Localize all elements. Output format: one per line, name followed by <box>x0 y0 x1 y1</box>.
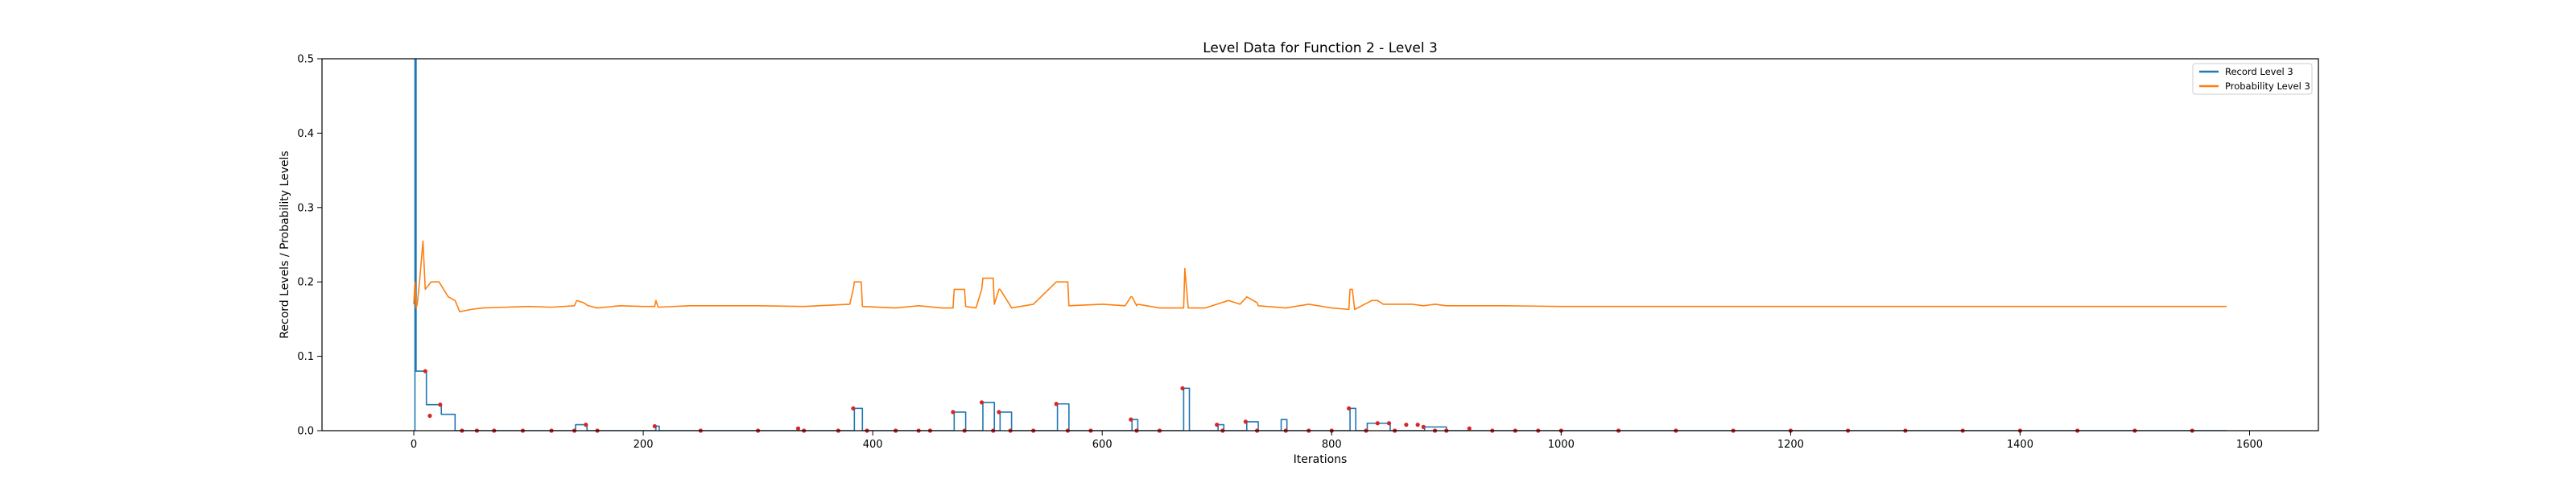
x-tick-label: 800 <box>1322 439 1342 451</box>
plot-frame <box>321 58 2319 431</box>
y-tick-label: 0.0 <box>297 426 314 438</box>
record-marker <box>438 402 443 407</box>
series-layer <box>413 59 2227 431</box>
record-marker <box>1375 421 1380 426</box>
record-marker <box>1054 402 1059 407</box>
chart-title: Level Data for Function 2 - Level 3 <box>1203 40 1438 56</box>
legend-label-probability: Probability Level 3 <box>2225 80 2310 92</box>
series-line-probability-level-3 <box>413 240 2227 312</box>
y-axis: 0.0 0.1 0.2 0.3 0.4 0.5 <box>297 54 322 438</box>
record-marker <box>1386 421 1392 426</box>
record-marker <box>1180 386 1185 390</box>
legend: Record Level 3 Probability Level 3 <box>2192 63 2313 95</box>
y-tick-label: 0.5 <box>297 54 314 66</box>
x-tick-label: 600 <box>1092 439 1113 451</box>
x-axis-label: Iterations <box>1294 453 1348 466</box>
legend-box <box>2192 63 2313 95</box>
record-marker <box>1129 417 1133 422</box>
y-axis-label: Record Levels / Probability Levels <box>279 151 291 338</box>
record-marker <box>1215 423 1220 427</box>
record-marker <box>997 410 1001 415</box>
record-marker <box>652 423 657 429</box>
x-tick-label: 1200 <box>1777 439 1804 451</box>
x-tick-label: 1600 <box>2236 439 2263 451</box>
x-tick-label: 1000 <box>1548 439 1575 451</box>
plot-area <box>321 58 2319 433</box>
x-tick-label: 0 <box>411 439 417 451</box>
record-marker <box>423 369 427 374</box>
record-marker <box>1415 423 1420 427</box>
marker-layer <box>423 369 2194 433</box>
legend-label-record: Record Level 3 <box>2225 66 2293 77</box>
record-marker <box>1243 419 1248 424</box>
record-marker <box>1421 424 1426 429</box>
x-tick-label: 200 <box>634 439 654 451</box>
record-marker <box>1404 423 1409 427</box>
record-marker <box>851 406 856 411</box>
y-tick-label: 0.3 <box>297 202 314 214</box>
record-marker <box>1467 426 1472 431</box>
record-marker <box>1347 406 1352 411</box>
x-tick-label: 400 <box>863 439 883 451</box>
record-marker <box>427 413 432 419</box>
series-line-record-level-3 <box>414 59 2227 431</box>
x-axis: 0 200 400 600 800 1000 1200 1400 1600 <box>411 431 2263 451</box>
x-tick-label: 1400 <box>2007 439 2033 451</box>
record-marker <box>951 410 956 415</box>
y-tick-label: 0.2 <box>297 277 314 289</box>
record-marker <box>979 400 985 405</box>
record-marker <box>795 426 801 431</box>
record-marker <box>584 423 588 427</box>
y-tick-label: 0.1 <box>297 351 314 363</box>
y-tick-label: 0.4 <box>297 128 314 140</box>
